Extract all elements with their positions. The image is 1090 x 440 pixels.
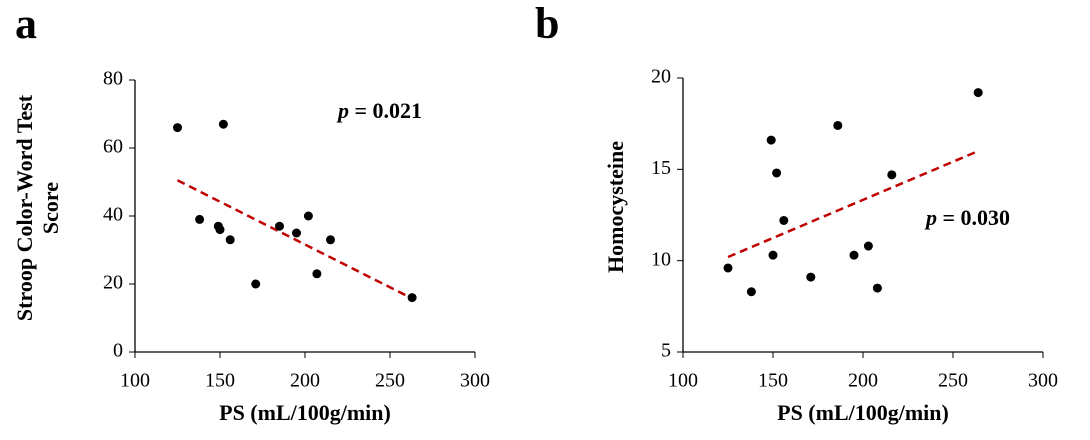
annotation: p = 0.021 xyxy=(336,98,422,123)
y-tick-label: 5 xyxy=(661,340,671,362)
point xyxy=(218,119,228,129)
point xyxy=(173,123,182,133)
annotation-var: p xyxy=(924,205,937,230)
annotation-text: = 0.021 xyxy=(349,98,422,123)
y-axis-title: Homocysteine xyxy=(603,141,628,273)
annotation-text: = 0.030 xyxy=(937,205,1010,230)
point xyxy=(326,235,335,245)
point xyxy=(806,272,816,282)
point xyxy=(779,215,789,225)
y-tick-label: 40 xyxy=(103,204,123,226)
annotation-var: p xyxy=(336,98,349,123)
x-tick-label: 100 xyxy=(120,370,150,392)
point xyxy=(833,120,843,130)
y-tick-label: 80 xyxy=(103,68,123,90)
trend-line xyxy=(176,179,415,301)
x-tick-label: 300 xyxy=(460,370,490,392)
y-tick-label: 20 xyxy=(651,66,671,88)
y-tick-label: 15 xyxy=(651,157,671,179)
y-tick-label: 10 xyxy=(651,248,671,270)
annotation: p = 0.030 xyxy=(924,205,1010,230)
point xyxy=(292,228,301,238)
point xyxy=(195,214,205,224)
y-tick-label: 60 xyxy=(103,136,123,158)
x-tick-label: 300 xyxy=(1028,370,1058,392)
x-tick-label: 250 xyxy=(938,370,968,392)
point xyxy=(973,88,983,98)
trend-line xyxy=(727,149,979,259)
x-axis-title: PS (mL/100g/min) xyxy=(219,400,391,425)
y-axis-title: Score xyxy=(38,182,63,234)
point xyxy=(303,211,313,221)
point xyxy=(407,293,417,303)
point xyxy=(275,221,284,231)
point xyxy=(849,250,859,260)
x-axis-title: PS (mL/100g/min) xyxy=(777,400,949,425)
y-axis-title: Stroop Color-Word Test xyxy=(12,94,37,321)
point xyxy=(723,263,733,273)
point xyxy=(746,287,756,297)
point xyxy=(887,170,897,180)
point xyxy=(225,235,235,245)
point xyxy=(772,168,782,178)
point xyxy=(251,279,261,289)
point xyxy=(215,225,225,235)
y-tick-label: 0 xyxy=(113,340,123,362)
point xyxy=(863,241,873,251)
point xyxy=(312,269,322,279)
x-tick-label: 250 xyxy=(375,370,405,392)
panel-label: b xyxy=(535,0,559,48)
panel-label: a xyxy=(15,0,37,48)
x-tick-label: 200 xyxy=(848,370,878,392)
point xyxy=(872,283,882,293)
x-tick-label: 100 xyxy=(668,370,698,392)
x-tick-label: 150 xyxy=(205,370,235,392)
x-tick-label: 200 xyxy=(290,370,320,392)
point xyxy=(766,135,776,145)
x-tick-label: 150 xyxy=(758,370,788,392)
y-tick-label: 20 xyxy=(103,272,123,294)
point xyxy=(768,250,778,260)
